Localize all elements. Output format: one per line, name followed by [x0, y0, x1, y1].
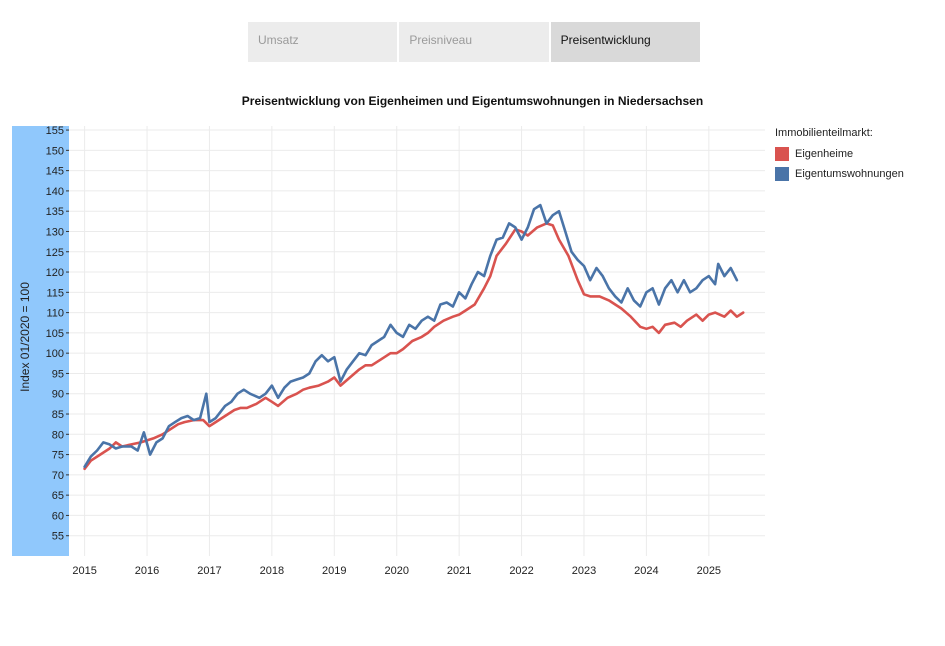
y-tick-label: 125 — [46, 247, 64, 259]
y-tick-label: 155 — [46, 125, 64, 137]
y-tick-label: 95 — [52, 368, 64, 380]
y-tick-label: 140 — [46, 186, 64, 198]
y-tick-label: 150 — [46, 145, 64, 157]
y-tick-label: 110 — [46, 308, 64, 320]
legend-title: Immobilienteilmarkt: — [775, 127, 873, 139]
y-tick-label: 60 — [52, 510, 64, 522]
y-tick-label: 65 — [52, 490, 64, 502]
legend-item-eigenheime: Eigenheime — [775, 145, 904, 163]
y-tick-label: 130 — [46, 226, 64, 238]
legend-label-eigentumswohnungen: Eigentumswohnungen — [795, 168, 904, 180]
y-tick-label: 70 — [52, 470, 64, 482]
y-tick-label: 90 — [52, 389, 64, 401]
legend-swatch-eigentumswohnungen — [775, 167, 789, 181]
tab-bar: Umsatz Preisniveau Preisentwicklung — [248, 22, 700, 62]
x-tick-label: 2015 — [72, 565, 96, 577]
x-tick-label: 2017 — [197, 565, 221, 577]
tab-preisniveau[interactable]: Preisniveau — [399, 22, 551, 62]
chart-title: Preisentwicklung von Eigenheimen und Eig… — [241, 94, 704, 108]
series-line-eigentumswohnungen — [83, 203, 739, 469]
y-tick-label: 55 — [52, 531, 64, 543]
y-tick-label: 120 — [46, 267, 64, 279]
x-tick-label: 2022 — [509, 565, 533, 577]
y-tick-label: 115 — [46, 287, 64, 299]
legend-swatch-eigenheime — [775, 147, 789, 161]
y-tick-label: 80 — [52, 429, 64, 441]
y-tick-label: 135 — [46, 206, 64, 218]
y-axis-band — [12, 126, 69, 556]
legend-label-eigenheime: Eigenheime — [795, 148, 854, 160]
series-line-eigenheime — [83, 222, 745, 471]
tab-preisentwicklung[interactable]: Preisentwicklung — [550, 22, 700, 62]
y-tick-label: 75 — [52, 450, 64, 462]
legend-item-eigentumswohnungen: Eigentumswohnungen — [775, 165, 904, 183]
y-tick-label: 105 — [46, 328, 64, 340]
x-tick-label: 2021 — [447, 565, 471, 577]
tab-umsatz[interactable]: Umsatz — [248, 22, 400, 62]
y-tick-label: 145 — [46, 166, 64, 178]
x-tick-label: 2023 — [572, 565, 596, 577]
x-tick-label: 2018 — [260, 565, 284, 577]
x-tick-label: 2024 — [634, 565, 658, 577]
x-tick-label: 2020 — [384, 565, 408, 577]
y-tick-label: 85 — [52, 409, 64, 421]
x-tick-label: 2019 — [322, 565, 346, 577]
y-tick-label: 100 — [46, 348, 64, 360]
legend: Immobilienteilmarkt: Eigenheime Eigentum… — [775, 127, 904, 185]
x-tick-label: 2025 — [697, 565, 721, 577]
x-tick-label: 2016 — [135, 565, 159, 577]
